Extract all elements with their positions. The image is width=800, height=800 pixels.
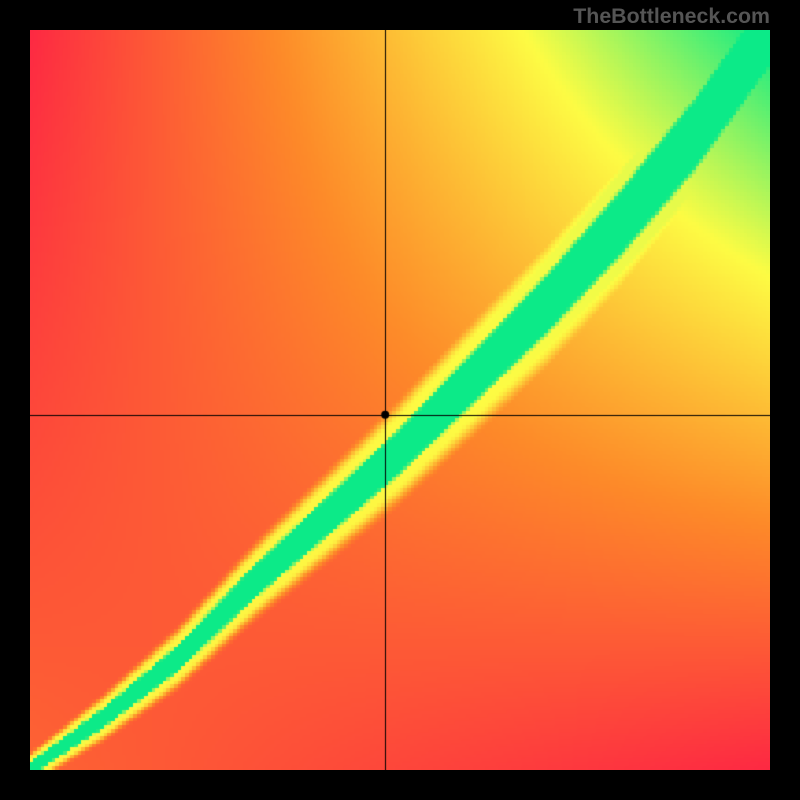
chart-container: TheBottleneck.com: [0, 0, 800, 800]
bottleneck-heatmap: [30, 30, 770, 770]
watermark-text: TheBottleneck.com: [573, 4, 770, 29]
